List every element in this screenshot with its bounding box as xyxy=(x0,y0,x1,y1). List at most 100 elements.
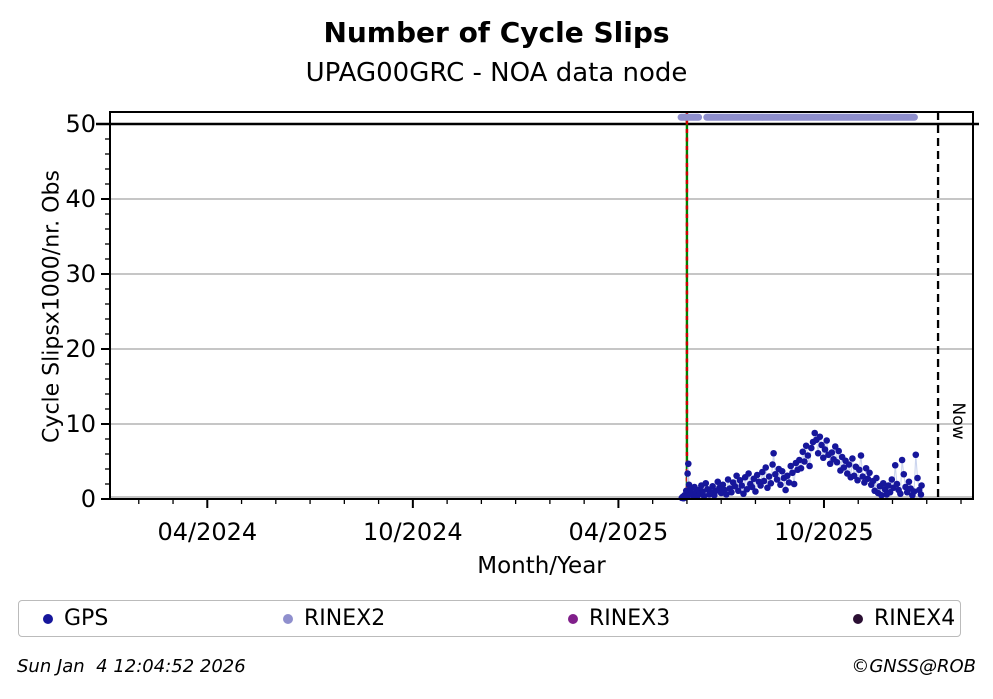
gps-point xyxy=(709,482,716,490)
gps-point xyxy=(700,492,708,500)
gps-point xyxy=(912,451,920,459)
gps-point xyxy=(785,479,793,486)
gps-point xyxy=(910,488,918,495)
rinex3-marker-icon xyxy=(568,613,578,624)
gps-point xyxy=(799,448,807,456)
gps-point xyxy=(914,474,921,482)
x-tick-label: 04/2025 xyxy=(569,518,669,546)
gps-point xyxy=(859,473,866,480)
gps-point xyxy=(723,491,730,498)
chart-subtitle: UPAG00GRC - NOA data node xyxy=(305,58,688,88)
gps-point xyxy=(878,491,885,499)
gps-point xyxy=(714,478,722,486)
gps-point xyxy=(888,476,896,483)
chart-plot: Now 04/2024 10/2024 04/2025 10/2025 0 10 20 30 40… xyxy=(65,110,979,546)
legend: GPS RINEX2 RINEX3 RINEX4 xyxy=(18,600,961,637)
gps-point xyxy=(835,447,843,455)
gps-point xyxy=(787,462,795,470)
gps-point xyxy=(898,456,906,464)
gps-point xyxy=(862,464,870,472)
gps-point xyxy=(735,487,742,495)
gps-point xyxy=(777,481,784,489)
gps-marker-icon xyxy=(43,613,53,624)
y-tick-label: 40 xyxy=(65,185,96,213)
gps-point xyxy=(724,476,732,483)
gps-point xyxy=(748,483,756,491)
gps-point xyxy=(918,482,925,489)
now-label: Now xyxy=(948,402,968,439)
gps-point xyxy=(816,433,824,441)
gps-point xyxy=(807,444,815,452)
chart-title: Number of Cycle Slips xyxy=(323,16,670,49)
gps-point xyxy=(790,480,798,488)
legend-label-rinex2: RINEX2 xyxy=(304,606,386,631)
gps-point xyxy=(789,469,796,477)
gps-point xyxy=(893,480,901,488)
y-tick-label: 20 xyxy=(65,335,96,363)
gps-point xyxy=(849,455,856,462)
x-axis-label: Month/Year xyxy=(477,553,606,579)
gps-point xyxy=(767,479,775,487)
gps-point xyxy=(840,464,848,471)
gps-point xyxy=(769,461,776,468)
gps-point xyxy=(778,467,786,475)
gps-point xyxy=(773,476,781,483)
rinex2-point xyxy=(695,113,703,121)
gps-point xyxy=(818,441,825,449)
gps-point xyxy=(828,449,836,456)
gps-point xyxy=(886,488,894,496)
gps-point xyxy=(811,429,819,437)
gps-point xyxy=(821,446,829,453)
y-tick-label: 0 xyxy=(81,485,96,513)
legend-item-rinex4: RINEX4 xyxy=(853,601,955,636)
gps-point xyxy=(854,476,861,484)
gps-point xyxy=(784,472,791,480)
gps-point xyxy=(733,472,740,480)
gps-point xyxy=(685,460,692,468)
gps-point xyxy=(797,464,805,472)
gps-point xyxy=(806,462,813,470)
plot-frame xyxy=(109,111,974,500)
gps-point xyxy=(891,461,899,469)
gps-points xyxy=(678,429,925,502)
gps-point xyxy=(760,477,768,485)
gps-point xyxy=(864,475,872,483)
gps-point xyxy=(879,479,887,487)
gps-point xyxy=(796,456,803,464)
y-tick-label: 10 xyxy=(65,410,96,438)
gps-point xyxy=(804,452,812,459)
gps-point xyxy=(802,442,810,450)
gps-point xyxy=(833,458,841,466)
gps-point xyxy=(823,437,831,444)
gps-point xyxy=(831,443,839,450)
gps-point xyxy=(857,452,865,459)
gps-point xyxy=(917,491,925,498)
gps-point xyxy=(736,476,744,484)
gps-point xyxy=(900,470,908,478)
gps-point xyxy=(814,449,822,457)
y-tick-label: 30 xyxy=(65,260,96,288)
x-tick-label: 04/2024 xyxy=(157,518,257,546)
gps-point xyxy=(765,473,773,480)
gps-point xyxy=(855,466,863,474)
gps-point xyxy=(873,474,880,482)
gps-point xyxy=(753,471,761,479)
rinex2-marker-icon xyxy=(283,613,293,624)
gps-point xyxy=(905,478,913,486)
gps-point xyxy=(745,470,752,477)
gps-point xyxy=(845,461,853,468)
legend-label-rinex4: RINEX4 xyxy=(874,606,956,631)
x-tick-label: 10/2024 xyxy=(363,518,463,546)
legend-item-rinex2: RINEX2 xyxy=(283,601,385,636)
timestamp-text: Sun Jan 4 12:04:52 2026 xyxy=(17,656,246,677)
gps-point xyxy=(762,464,770,471)
rinex2-points xyxy=(677,113,918,121)
gps-point xyxy=(731,482,739,490)
legend-item-rinex3: RINEX3 xyxy=(568,601,670,636)
gps-point xyxy=(740,490,747,498)
gps-point xyxy=(902,483,909,491)
gps-point xyxy=(743,485,751,493)
gps-point xyxy=(764,484,771,492)
gps-point xyxy=(759,468,766,476)
